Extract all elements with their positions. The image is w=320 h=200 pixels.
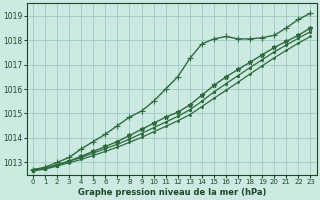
X-axis label: Graphe pression niveau de la mer (hPa): Graphe pression niveau de la mer (hPa) <box>77 188 266 197</box>
